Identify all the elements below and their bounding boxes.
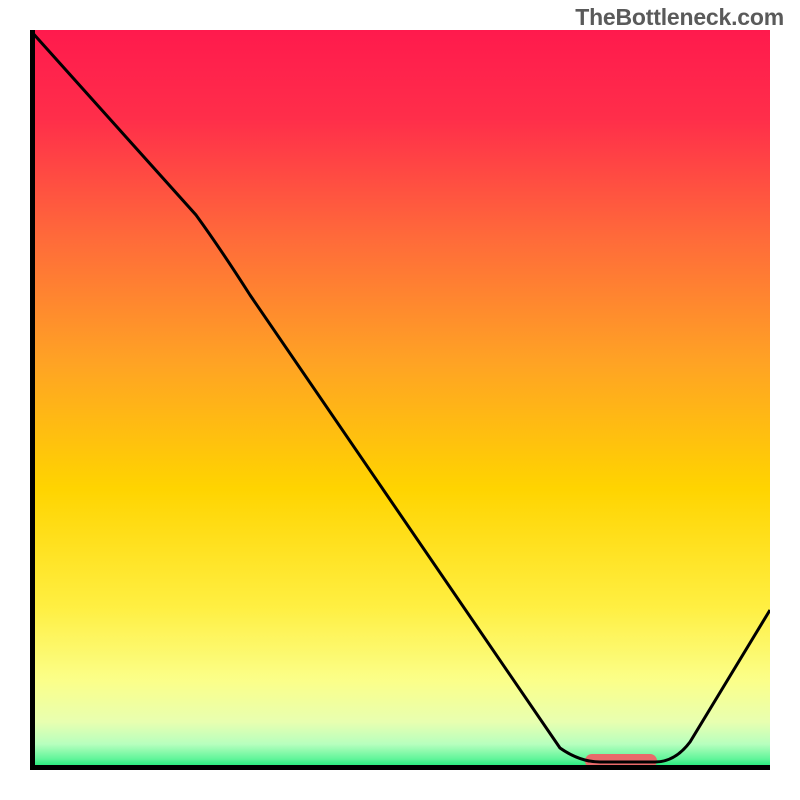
gradient-background: [30, 30, 770, 770]
watermark-text: TheBottleneck.com: [575, 4, 784, 31]
bottleneck-curve-chart: [0, 0, 800, 800]
chart-container: { "watermark": "TheBottleneck.com", "cha…: [0, 0, 800, 800]
